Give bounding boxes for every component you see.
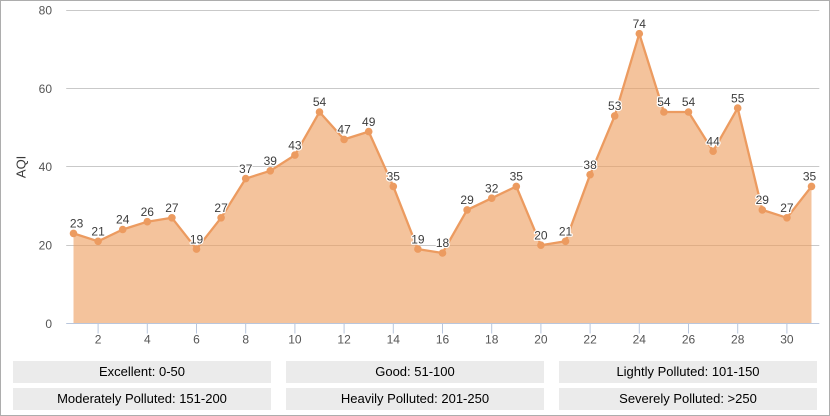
svg-text:60: 60 xyxy=(39,82,53,96)
svg-text:27: 27 xyxy=(780,201,794,215)
svg-text:32: 32 xyxy=(485,181,499,195)
svg-text:19: 19 xyxy=(190,232,204,246)
svg-text:54: 54 xyxy=(682,95,696,109)
svg-text:20: 20 xyxy=(39,239,53,253)
svg-text:16: 16 xyxy=(436,332,450,346)
svg-text:24: 24 xyxy=(116,213,130,227)
svg-text:35: 35 xyxy=(387,170,401,184)
svg-text:20: 20 xyxy=(534,228,548,242)
svg-text:35: 35 xyxy=(803,170,817,184)
svg-text:27: 27 xyxy=(165,201,179,215)
svg-text:23: 23 xyxy=(70,217,84,231)
svg-text:26: 26 xyxy=(141,205,155,219)
svg-text:29: 29 xyxy=(460,193,474,207)
svg-text:37: 37 xyxy=(239,162,253,176)
svg-text:18: 18 xyxy=(485,332,499,346)
svg-text:6: 6 xyxy=(193,332,200,346)
svg-text:21: 21 xyxy=(91,225,105,239)
svg-text:80: 80 xyxy=(39,4,53,18)
svg-text:21: 21 xyxy=(559,225,573,239)
svg-text:35: 35 xyxy=(510,170,524,184)
svg-text:22: 22 xyxy=(583,332,597,346)
svg-text:0: 0 xyxy=(45,317,52,331)
svg-text:54: 54 xyxy=(657,95,671,109)
svg-text:55: 55 xyxy=(731,91,745,105)
svg-text:43: 43 xyxy=(288,138,302,152)
svg-text:8: 8 xyxy=(242,332,249,346)
svg-text:18: 18 xyxy=(436,236,450,250)
svg-text:29: 29 xyxy=(756,193,770,207)
svg-text:49: 49 xyxy=(362,115,376,129)
svg-text:12: 12 xyxy=(337,332,351,346)
svg-text:19: 19 xyxy=(411,232,425,246)
svg-text:53: 53 xyxy=(608,99,622,113)
svg-text:2: 2 xyxy=(95,332,102,346)
svg-text:30: 30 xyxy=(780,332,794,346)
svg-text:10: 10 xyxy=(288,332,302,346)
svg-text:40: 40 xyxy=(39,160,53,174)
svg-text:39: 39 xyxy=(264,154,278,168)
svg-text:38: 38 xyxy=(583,158,597,172)
svg-text:24: 24 xyxy=(633,332,647,346)
svg-text:4: 4 xyxy=(144,332,151,346)
svg-text:28: 28 xyxy=(731,332,745,346)
svg-text:14: 14 xyxy=(387,332,401,346)
svg-text:20: 20 xyxy=(534,332,548,346)
svg-text:74: 74 xyxy=(633,17,647,31)
svg-text:27: 27 xyxy=(214,201,228,215)
svg-text:47: 47 xyxy=(337,123,351,137)
svg-text:AQI: AQI xyxy=(14,156,29,178)
svg-text:26: 26 xyxy=(682,332,696,346)
svg-text:44: 44 xyxy=(706,134,720,148)
svg-text:54: 54 xyxy=(313,95,327,109)
